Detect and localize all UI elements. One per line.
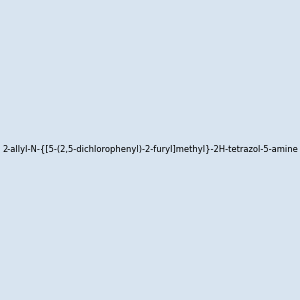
Text: 2-allyl-N-{[5-(2,5-dichlorophenyl)-2-furyl]methyl}-2H-tetrazol-5-amine: 2-allyl-N-{[5-(2,5-dichlorophenyl)-2-fur… (2, 146, 298, 154)
